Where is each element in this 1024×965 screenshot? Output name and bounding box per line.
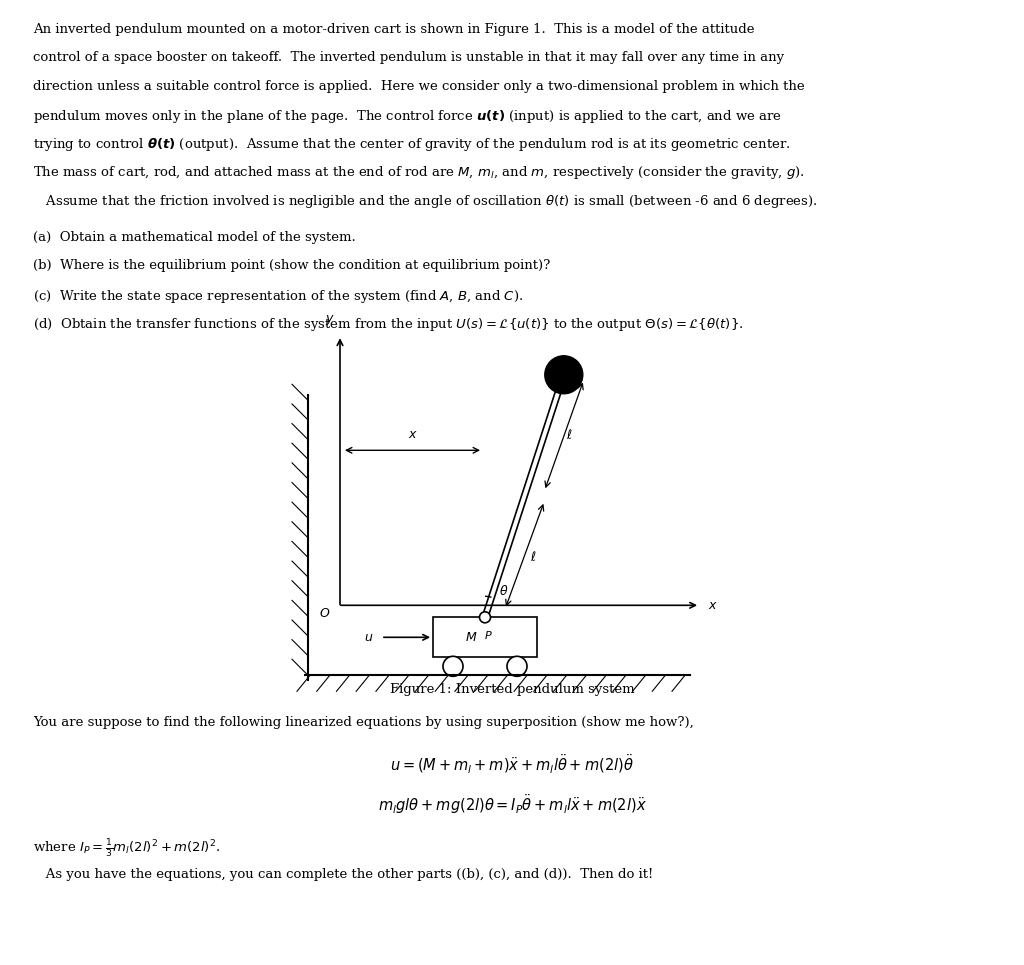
Text: control of a space booster on takeoff.  The inverted pendulum is unstable in tha: control of a space booster on takeoff. T… bbox=[33, 51, 784, 65]
Text: $\theta$: $\theta$ bbox=[499, 584, 508, 598]
Text: where $I_P = \frac{1}{3}m_l(2l)^2 + m(2l)^2$.: where $I_P = \frac{1}{3}m_l(2l)^2 + m(2l… bbox=[33, 839, 220, 861]
Text: direction unless a suitable control force is applied.  Here we consider only a t: direction unless a suitable control forc… bbox=[33, 79, 805, 93]
Text: The mass of cart, rod, and attached mass at the end of rod are $M$, $m_l$, and $: The mass of cart, rod, and attached mass… bbox=[33, 164, 805, 181]
Text: pendulum moves only in the plane of the page.  The control force $\boldsymbol{u(: pendulum moves only in the plane of the … bbox=[33, 108, 782, 124]
Text: trying to control $\boldsymbol{\theta(t)}$ (output).  Assume that the center of : trying to control $\boldsymbol{\theta(t)… bbox=[33, 136, 791, 153]
Text: $\ell$: $\ell$ bbox=[566, 428, 573, 442]
Text: (c)  Write the state space representation of the system (find $A$, $B$, and $C$): (c) Write the state space representation… bbox=[33, 288, 523, 305]
Text: Figure 1: Inverted pendulum system: Figure 1: Inverted pendulum system bbox=[390, 683, 634, 697]
Text: (b)  Where is the equilibrium point (show the condition at equilibrium point)?: (b) Where is the equilibrium point (show… bbox=[33, 260, 550, 272]
Text: (d)  Obtain the transfer functions of the system from the input $U(s) = \mathcal: (d) Obtain the transfer functions of the… bbox=[33, 316, 743, 333]
Text: You are suppose to find the following linearized equations by using superpositio: You are suppose to find the following li… bbox=[33, 716, 693, 730]
Text: $u = (M + m_l + m)\ddot{x} + m_l l\ddot{\theta} + m(2l)\ddot{\theta}$: $u = (M + m_l + m)\ddot{x} + m_l l\ddot{… bbox=[390, 753, 634, 776]
Text: $y$: $y$ bbox=[326, 314, 335, 327]
Circle shape bbox=[507, 656, 527, 676]
Text: $m_l g l\theta + mg(2l)\theta = I_P\ddot{\theta} + m_l l\ddot{x} + m(2l)\ddot{x}: $m_l g l\theta + mg(2l)\theta = I_P\ddot… bbox=[378, 792, 646, 816]
Text: An inverted pendulum mounted on a motor-driven cart is shown in Figure 1.  This : An inverted pendulum mounted on a motor-… bbox=[33, 23, 755, 36]
Text: $x$: $x$ bbox=[408, 428, 418, 441]
Circle shape bbox=[545, 356, 583, 394]
Text: $\ell$: $\ell$ bbox=[530, 550, 537, 564]
Circle shape bbox=[479, 612, 490, 622]
Text: $P$: $P$ bbox=[483, 629, 493, 642]
Bar bbox=[433, 618, 537, 657]
Text: As you have the equations, you can complete the other parts ((b), (c), and (d)).: As you have the equations, you can compl… bbox=[33, 868, 653, 881]
Text: $x$: $x$ bbox=[708, 599, 718, 612]
Text: $u$: $u$ bbox=[364, 631, 373, 644]
Text: Assume that the friction involved is negligible and the angle of oscillation $\t: Assume that the friction involved is neg… bbox=[33, 193, 817, 209]
Text: $M$: $M$ bbox=[465, 631, 477, 644]
Text: (a)  Obtain a mathematical model of the system.: (a) Obtain a mathematical model of the s… bbox=[33, 231, 355, 244]
Text: $O$: $O$ bbox=[318, 607, 330, 620]
Circle shape bbox=[443, 656, 463, 676]
